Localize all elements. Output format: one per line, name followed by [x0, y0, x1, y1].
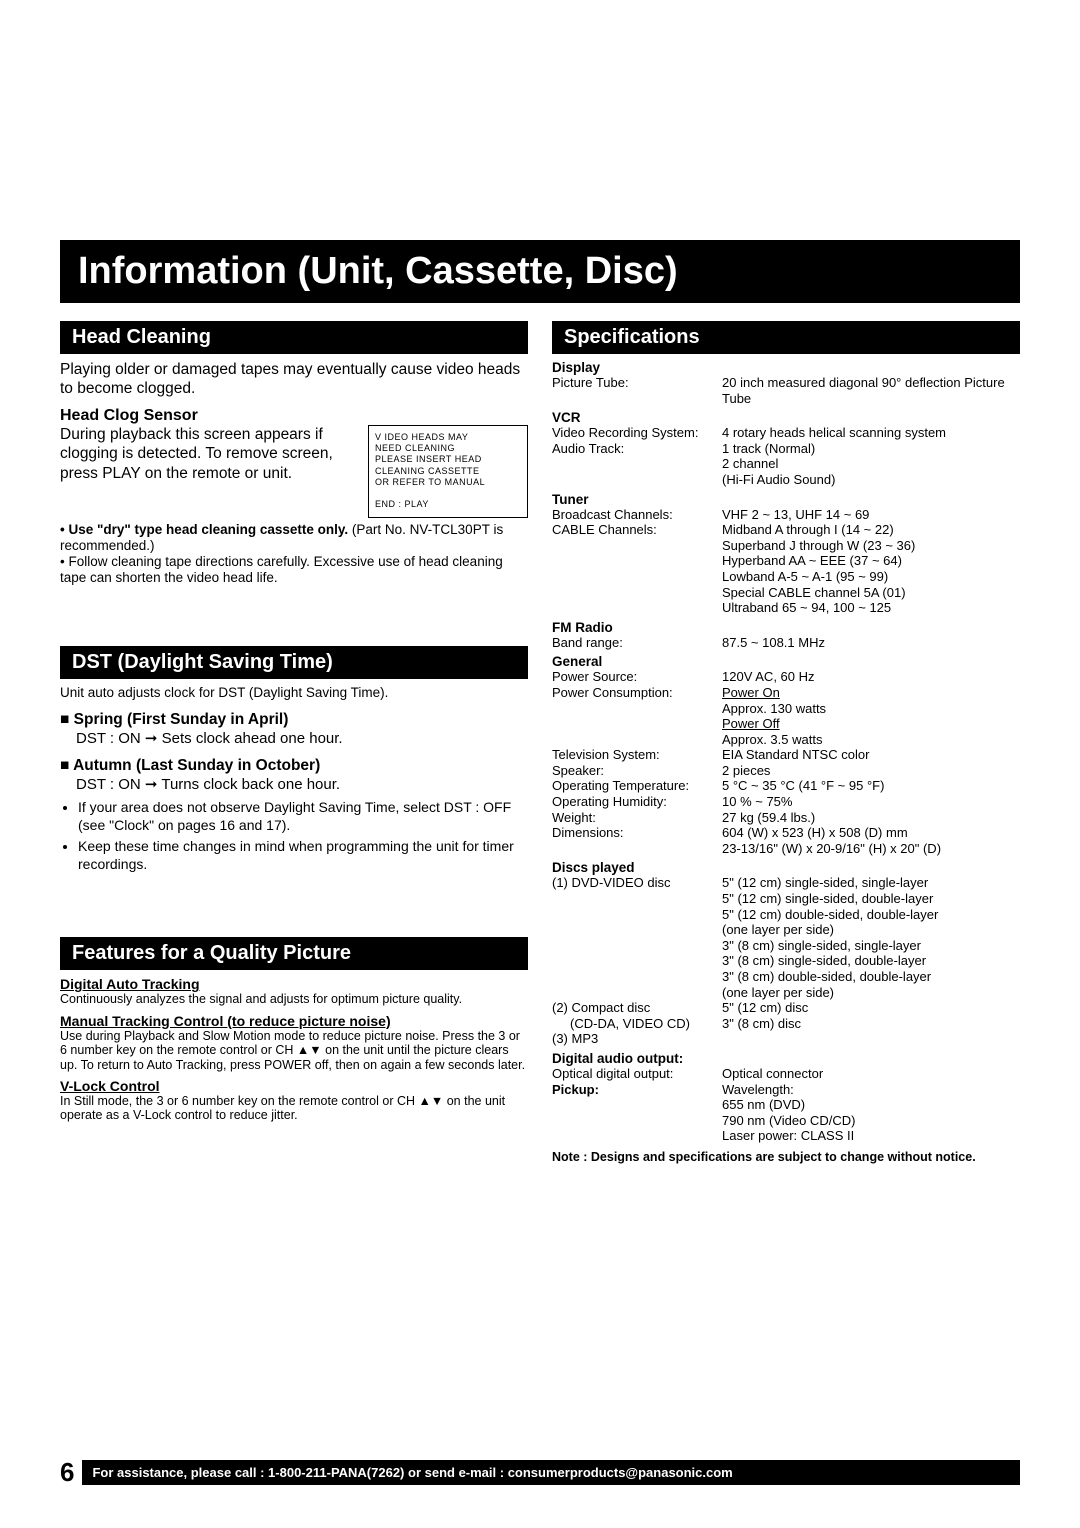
spec-general-powersource: Power Source: 120V AC, 60 Hz	[552, 669, 1020, 685]
specifications-header: Specifications	[552, 321, 1020, 354]
feature2-text: Use during Playback and Slow Motion mode…	[60, 1029, 528, 1072]
specifications-note: Note : Designs and specifications are su…	[552, 1150, 1020, 1164]
spec-general-optemp: Operating Temperature: 5 °C ~ 35 °C (41 …	[552, 778, 1020, 794]
spec-cat-discs: Discs played	[552, 860, 1020, 875]
spec-cat-dao: Digital audio output:	[552, 1051, 1020, 1066]
feature3-heading: V-Lock Control	[60, 1078, 528, 1094]
spec-cat-fm: FM Radio	[552, 620, 1020, 635]
spec-general-tvsystem: Television System: EIA Standard NTSC col…	[552, 747, 1020, 763]
dst-note-1: If your area does not observe Daylight S…	[78, 799, 528, 834]
spec-tuner-cable: CABLE Channels: Midband A through I (14 …	[552, 522, 1020, 616]
head-cleaning-bullet1: • Use "dry" type head cleaning cassette …	[60, 522, 528, 554]
two-column-layout: Head Cleaning Playing older or damaged t…	[60, 321, 1020, 1164]
page-number: 6	[60, 1457, 74, 1488]
feature1-heading: Digital Auto Tracking	[60, 976, 528, 992]
features-header: Features for a Quality Picture	[60, 937, 528, 970]
spec-general-ophum: Operating Humidity: 10 % ~ 75%	[552, 794, 1020, 810]
spec-cat-tuner: Tuner	[552, 492, 1020, 507]
spec-display-picturetube: Picture Tube: 20 inch measured diagonal …	[552, 375, 1020, 406]
footer-bar: 6 For assistance, please call : 1-800-21…	[60, 1457, 1020, 1488]
spec-disc-compact: (2) Compact disc (CD-DA, VIDEO CD) 5" (1…	[552, 1000, 1020, 1031]
spec-disc-mp3: (3) MP3	[552, 1031, 1020, 1047]
spec-cat-vcr: VCR	[552, 410, 1020, 425]
head-cleaning-bullet2: • Follow cleaning tape directions carefu…	[60, 554, 528, 586]
feature3-text: In Still mode, the 3 or 6 number key on …	[60, 1094, 528, 1123]
feature2-heading: Manual Tracking Control (to reduce pictu…	[60, 1013, 528, 1029]
head-clog-sensor-row: During playback this screen appears if c…	[60, 425, 528, 518]
spec-general-weight: Weight: 27 kg (59.4 lbs.)	[552, 810, 1020, 826]
spec-cat-general: General	[552, 654, 1020, 669]
dst-autumn-text: DST : ON ➞ Turns clock back one hour.	[76, 775, 528, 793]
feature1-text: Continuously analyzes the signal and adj…	[60, 992, 528, 1006]
spec-vcr-audiotrack: Audio Track: 1 track (Normal) 2 channel …	[552, 441, 1020, 488]
spec-general-speaker: Speaker: 2 pieces	[552, 763, 1020, 779]
spec-cat-display: Display	[552, 360, 1020, 375]
dst-intro: Unit auto adjusts clock for DST (Dayligh…	[60, 685, 528, 701]
dst-spring-heading: Spring (First Sunday in April)	[60, 711, 528, 729]
head-cleaning-intro: Playing older or damaged tapes may event…	[60, 360, 528, 399]
dst-spring-text: DST : ON ➞ Sets clock ahead one hour.	[76, 729, 528, 747]
dst-note-2: Keep these time changes in mind when pro…	[78, 838, 528, 873]
dst-header: DST (Daylight Saving Time)	[60, 646, 528, 679]
footer-assistance: For assistance, please call : 1-800-211-…	[82, 1460, 1020, 1485]
page-title: Information (Unit, Cassette, Disc)	[60, 240, 1020, 303]
head-clog-sensor-box: V IDEO HEADS MAY NEED CLEANING PLEASE IN…	[368, 425, 528, 518]
head-cleaning-header: Head Cleaning	[60, 321, 528, 354]
spec-vcr-recording: Video Recording System: 4 rotary heads h…	[552, 425, 1020, 441]
spec-pickup: Pickup: Wavelength: 655 nm (DVD) 790 nm …	[552, 1082, 1020, 1144]
head-clog-sensor-text: During playback this screen appears if c…	[60, 425, 358, 483]
spec-fm-band: Band range: 87.5 ~ 108.1 MHz	[552, 635, 1020, 651]
dst-autumn-heading: Autumn (Last Sunday in October)	[60, 757, 528, 775]
right-column: Specifications Display Picture Tube: 20 …	[552, 321, 1020, 1164]
spec-general-dimensions: Dimensions: 604 (W) x 523 (H) x 508 (D) …	[552, 825, 1020, 856]
left-column: Head Cleaning Playing older or damaged t…	[60, 321, 528, 1164]
spec-general-powerconsumption: Power Consumption: Power On Approx. 130 …	[552, 685, 1020, 747]
spec-disc-dvd: (1) DVD-VIDEO disc 5" (12 cm) single-sid…	[552, 875, 1020, 1000]
spec-dao-optical: Optical digital output: Optical connecto…	[552, 1066, 1020, 1082]
spec-tuner-broadcast: Broadcast Channels: VHF 2 ~ 13, UHF 14 ~…	[552, 507, 1020, 523]
dst-notes: If your area does not observe Daylight S…	[78, 799, 528, 873]
head-clog-sensor-heading: Head Clog Sensor	[60, 407, 528, 425]
